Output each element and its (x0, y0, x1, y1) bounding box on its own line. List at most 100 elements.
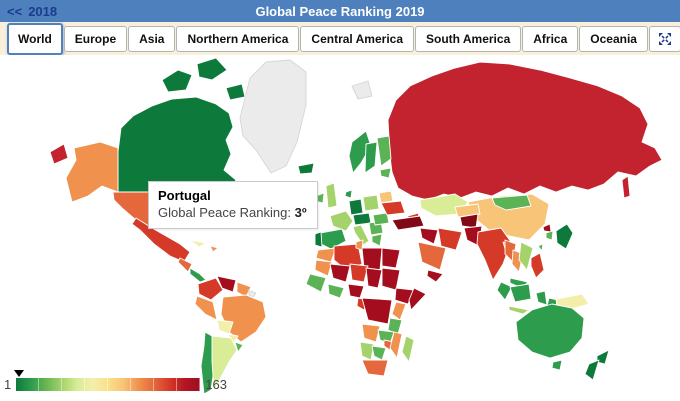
legend-gradient-bar[interactable] (14, 370, 201, 391)
country-central-america-north[interactable] (177, 257, 193, 273)
page-title: Global Peace Ranking 2019 (255, 3, 425, 19)
country-angola[interactable] (361, 323, 381, 343)
country-canada[interactable] (117, 96, 237, 193)
country-baltics[interactable] (379, 167, 392, 179)
country-saudi-arabia[interactable] (417, 241, 447, 271)
map-tooltip: Portugal Global Peace Ranking: 3º (148, 181, 318, 229)
country-yemen[interactable] (426, 269, 444, 283)
country-finland[interactable] (376, 135, 392, 167)
region-tab-bar: World Europe Asia Northern America Centr… (0, 22, 680, 55)
country-uk[interactable] (325, 182, 338, 209)
country-tasmania[interactable] (551, 359, 563, 371)
country-peru[interactable] (194, 295, 218, 321)
country-kenya[interactable] (391, 301, 407, 321)
world-choropleth-map[interactable] (0, 55, 680, 401)
country-sudan[interactable] (381, 267, 401, 291)
country-russia[interactable] (387, 61, 663, 201)
country-sakhalin[interactable] (621, 175, 631, 199)
country-canada-arctic[interactable] (225, 83, 246, 101)
country-somalia[interactable] (408, 287, 427, 311)
tooltip-country-name: Portugal (158, 188, 211, 203)
country-namibia[interactable] (359, 341, 375, 361)
country-mozambique[interactable] (389, 331, 403, 359)
country-mali[interactable] (329, 263, 351, 283)
country-uruguay[interactable] (234, 341, 244, 353)
country-south-africa[interactable] (361, 359, 389, 377)
country-romania[interactable] (372, 212, 390, 226)
country-greece[interactable] (371, 233, 383, 247)
country-iceland[interactable] (297, 162, 315, 175)
country-venezuela[interactable] (216, 275, 237, 293)
country-czechia-austria[interactable] (352, 212, 372, 226)
tab-south-america[interactable]: South America (415, 25, 522, 52)
tab-africa[interactable]: Africa (522, 25, 579, 52)
country-iran[interactable] (437, 227, 463, 251)
country-sumatra[interactable] (496, 281, 513, 301)
country-russia-bering-tip[interactable] (49, 143, 69, 165)
country-sweden[interactable] (364, 141, 378, 174)
country-sulawesi[interactable] (535, 290, 548, 306)
country-borneo[interactable] (509, 283, 532, 303)
country-central-africa[interactable] (361, 297, 393, 325)
country-germany[interactable] (348, 198, 364, 216)
country-central-asia[interactable] (454, 203, 481, 218)
country-france[interactable] (329, 210, 354, 232)
country-svalbard[interactable] (351, 80, 373, 100)
expand-arrows-icon (658, 32, 671, 45)
country-poland[interactable] (362, 194, 380, 212)
country-hispaniola[interactable] (209, 245, 219, 253)
country-new-zealand-north[interactable] (596, 349, 610, 365)
country-japan[interactable] (555, 223, 574, 250)
country-philippines[interactable] (530, 252, 545, 279)
country-ghana[interactable] (327, 283, 345, 299)
tab-europe[interactable]: Europe (63, 25, 128, 52)
country-south-korea[interactable] (545, 230, 554, 241)
country-brazil[interactable] (220, 294, 267, 343)
prev-year-label: 2018 (28, 3, 58, 19)
country-west-africa[interactable] (305, 273, 327, 293)
country-afghanistan[interactable] (459, 213, 479, 229)
country-greenland[interactable] (239, 59, 307, 174)
country-australia[interactable] (515, 303, 585, 359)
country-french-guiana[interactable] (247, 289, 257, 301)
tab-central-america[interactable]: Central America (300, 25, 414, 52)
country-botswana[interactable] (371, 345, 387, 361)
country-colombia[interactable] (197, 277, 224, 301)
tab-asia[interactable]: Asia (128, 25, 176, 52)
country-java[interactable] (508, 305, 530, 315)
country-syria-iraq[interactable] (419, 227, 439, 245)
country-canada-arctic[interactable] (161, 69, 193, 93)
country-alaska[interactable] (65, 141, 119, 203)
country-ukraine[interactable] (380, 200, 406, 216)
legend-min-label: 1 (4, 377, 12, 392)
country-nigeria[interactable] (347, 283, 365, 299)
country-taiwan[interactable] (537, 243, 544, 252)
country-argentina[interactable] (211, 335, 238, 391)
back-chevrons-icon: << (7, 3, 23, 19)
country-norway[interactable] (348, 130, 372, 174)
tab-world[interactable]: World (7, 22, 63, 55)
country-mongolia[interactable] (491, 194, 532, 211)
country-italy[interactable] (352, 224, 370, 246)
country-morocco[interactable] (315, 247, 337, 263)
country-central-america-south[interactable] (189, 267, 207, 283)
country-portugal[interactable] (314, 231, 323, 248)
country-cuba[interactable] (189, 239, 207, 248)
country-canada-arctic[interactable] (196, 57, 228, 81)
fullscreen-button[interactable] (648, 25, 680, 52)
country-new-zealand-south[interactable] (584, 359, 600, 381)
country-madagascar[interactable] (401, 335, 415, 363)
country-laos-vietnam[interactable] (518, 241, 534, 271)
tab-oceania[interactable]: Oceania (579, 25, 648, 52)
country-mauritania[interactable] (314, 259, 333, 277)
country-chad[interactable] (365, 267, 383, 289)
tab-northern-america[interactable]: Northern America (176, 25, 300, 52)
country-egypt[interactable] (381, 247, 401, 269)
country-turkey[interactable] (391, 215, 425, 231)
country-denmark[interactable] (344, 189, 353, 199)
prev-year-link[interactable]: << 2018 (7, 0, 57, 22)
country-belarus[interactable] (378, 190, 394, 204)
country-india[interactable] (476, 227, 512, 281)
country-niger[interactable] (349, 263, 369, 283)
